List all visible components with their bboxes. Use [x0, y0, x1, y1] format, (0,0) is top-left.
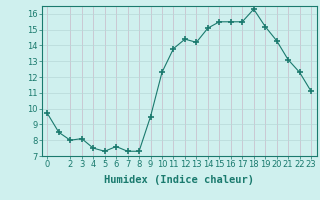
- X-axis label: Humidex (Indice chaleur): Humidex (Indice chaleur): [104, 175, 254, 185]
